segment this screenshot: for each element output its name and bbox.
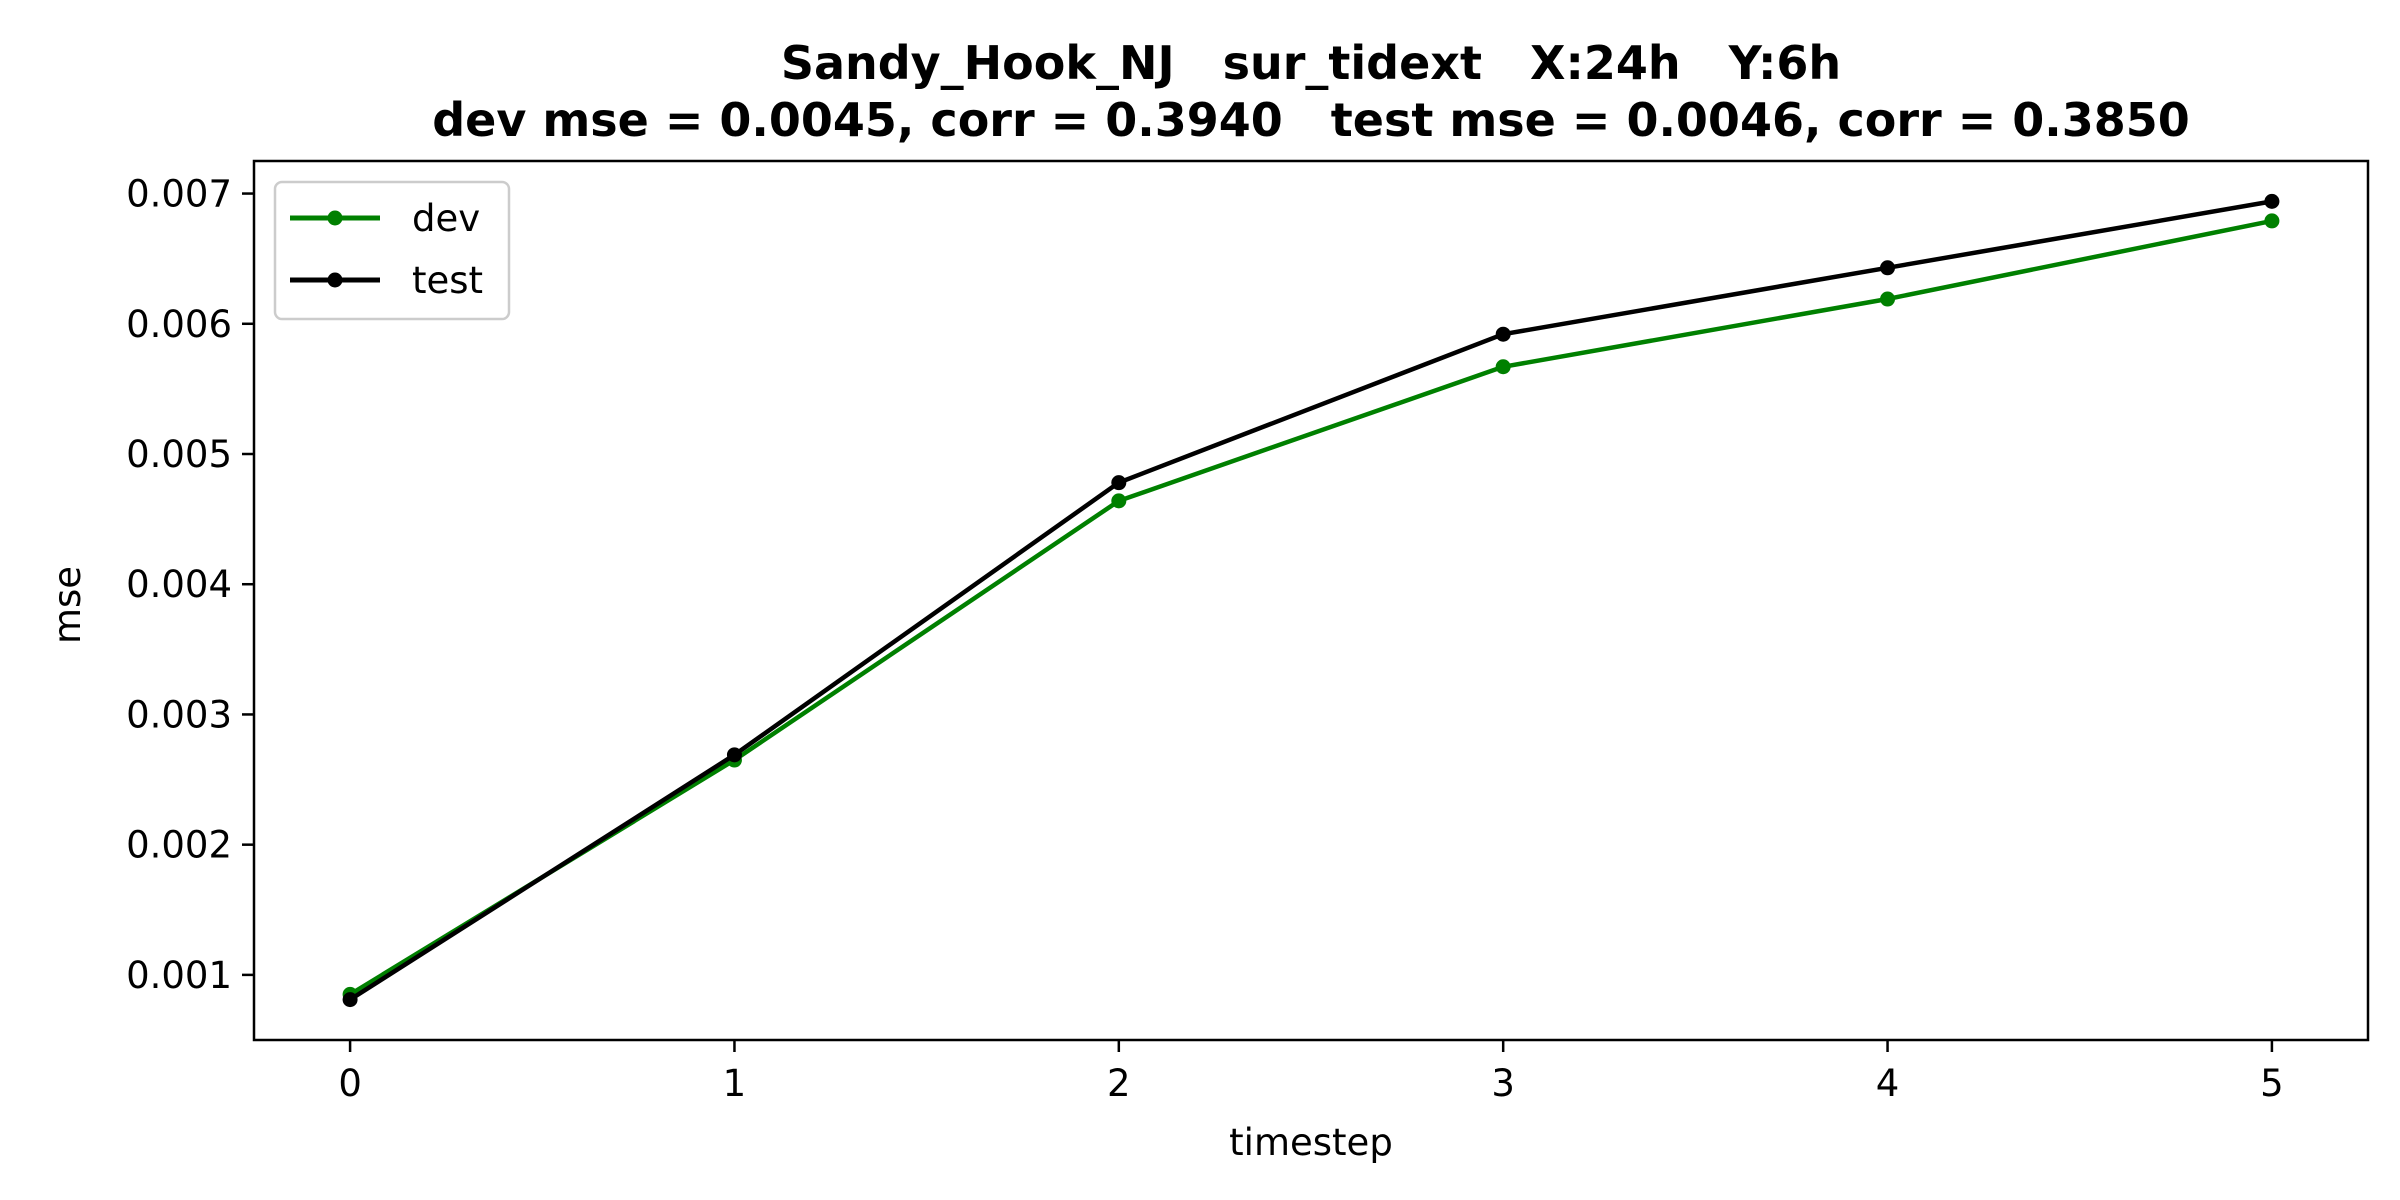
legend-label-dev: dev [412, 197, 480, 240]
series-line-test [348, 199, 2273, 1002]
y-tick-label: 0.007 [126, 173, 232, 216]
legend: dev test [273, 180, 511, 321]
y-tick-label: 0.005 [126, 433, 232, 476]
data-point-test [1111, 475, 1127, 491]
y-tick-label: 0.001 [126, 954, 232, 997]
data-point-dev [2264, 213, 2280, 229]
plot-frame [252, 159, 2370, 1042]
x-tick-label: 1 [723, 1062, 747, 1105]
data-point-dev [1111, 493, 1127, 509]
x-axis-label: timestep [1229, 1121, 1393, 1164]
y-axis-label: mse [46, 566, 89, 644]
legend-label-test: test [412, 259, 483, 302]
x-tick-label: 0 [338, 1062, 362, 1105]
x-tick-label: 4 [1876, 1062, 1900, 1105]
x-tick-label: 3 [1491, 1062, 1515, 1105]
legend-marker-dev [327, 210, 343, 226]
y-tick-label: 0.006 [126, 303, 232, 346]
series-line-dev [348, 218, 2273, 997]
x-tick-label: 2 [1107, 1062, 1131, 1105]
data-point-test [2264, 193, 2280, 209]
data-point-test [1880, 260, 1896, 276]
data-point-test [726, 747, 742, 763]
y-tick-label: 0.002 [126, 824, 232, 867]
data-point-dev [1495, 359, 1511, 375]
y-tick-label: 0.003 [126, 693, 232, 736]
series-layer [342, 193, 2280, 1008]
data-point-dev [1880, 291, 1896, 307]
x-tick-label: 5 [2260, 1062, 2284, 1105]
chart-title: Sandy_Hook_NJ sur_tidext X:24h Y:6h [781, 36, 1841, 90]
y-tick-label: 0.004 [126, 563, 232, 606]
chart-subtitle: dev mse = 0.0045, corr = 0.3940 test mse… [432, 93, 2190, 147]
y-axis-ticks: 0.001 0.002 0.003 0.004 0.005 0.006 0.007 [126, 173, 254, 997]
x-axis-ticks: 0 1 2 3 4 5 [338, 1040, 2284, 1105]
data-point-test [342, 992, 358, 1008]
data-point-test [1495, 326, 1511, 342]
legend-marker-test [327, 272, 343, 288]
